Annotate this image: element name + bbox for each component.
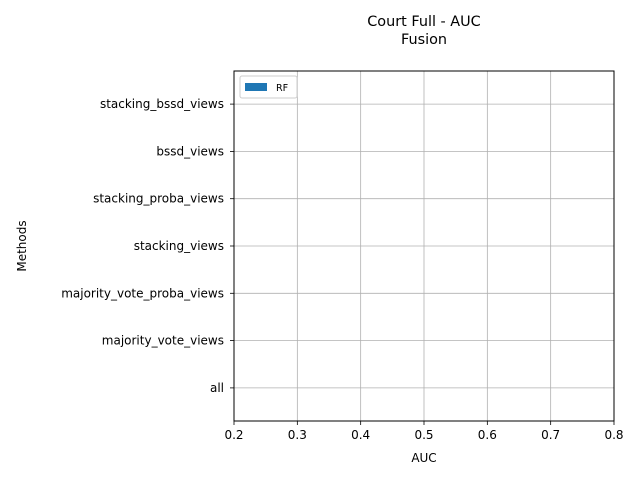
x-tick-label: 0.2 [224,428,243,442]
x-tick-label: 0.4 [351,428,370,442]
legend: RF [239,75,298,99]
y-axis-label: Methods [15,220,29,271]
legend-swatch-rf [245,83,267,91]
chart-subtitle: Fusion [401,32,447,48]
y-tick-label: stacking_proba_views [93,192,224,206]
legend-label-rf: RF [276,83,288,94]
y-tick-label: all [210,381,224,395]
y-tick-label: stacking_views [134,239,224,253]
x-tick-label: 0.7 [541,428,560,442]
x-axis-label: AUC [411,451,436,465]
y-tick-label: stacking_bssd_views [100,97,224,111]
x-tick-label: 0.8 [604,428,623,442]
plot-frame [233,70,615,422]
legend-box [239,75,298,99]
axis-ticks: 0.2 0.3 0.4 0.5 0.6 0.7 0.8 all majority_vote_vi… [61,97,623,442]
chart-title: Court Full - AUC [367,14,480,30]
grid-lines [233,71,615,421]
y-tick-label: majority_vote_proba_views [61,286,224,300]
x-tick-label: 0.6 [478,428,497,442]
y-tick-label: bssd_views [156,144,224,158]
x-tick-label: 0.5 [414,428,433,442]
y-tick-label: majority_vote_views [102,334,224,348]
x-tick-label: 0.3 [288,428,307,442]
